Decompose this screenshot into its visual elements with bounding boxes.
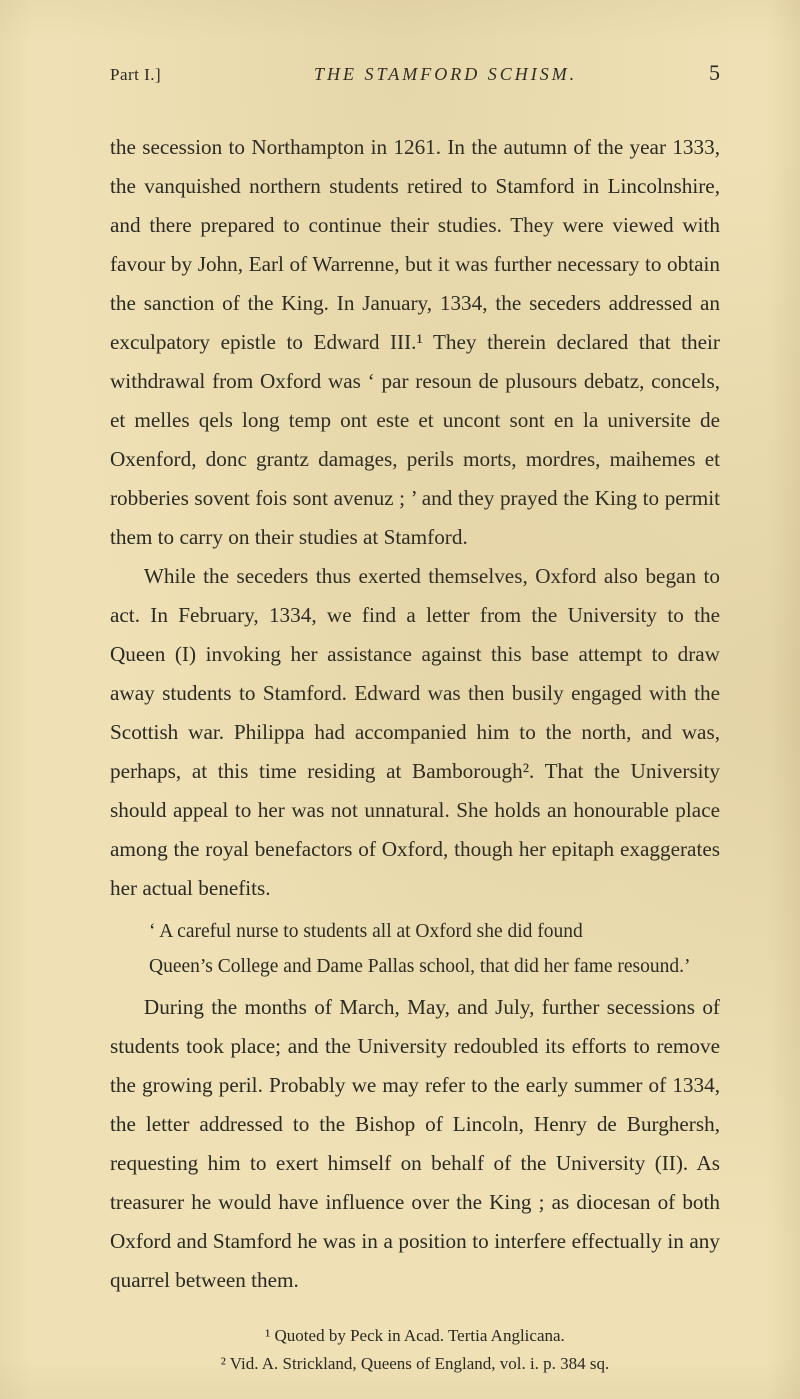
page: Part I.] THE STAMFORD SCHISM. 5 the sece… (0, 0, 800, 1399)
paragraph-1: the secession to Northampton in 1261. In… (110, 128, 720, 557)
paragraph-2: While the seceders thus exerted themselv… (110, 557, 720, 908)
page-number: 5 (700, 60, 720, 86)
footnotes: ¹ Quoted by Peck in Acad. Tertia Anglica… (110, 1322, 720, 1378)
quote-line-2: Queen’s College and Dame Pallas school, … (110, 949, 720, 984)
verse-quote: ‘ A careful nurse to students all at Oxf… (110, 914, 720, 984)
footnote-1: ¹ Quoted by Peck in Acad. Tertia Anglica… (110, 1322, 720, 1350)
running-head-center: THE STAMFORD SCHISM. (191, 64, 700, 85)
footnote-2: ² Vid. A. Strickland, Queens of England,… (110, 1350, 720, 1378)
quote-line-1: ‘ A careful nurse to students all at Oxf… (110, 914, 720, 949)
running-head: Part I.] THE STAMFORD SCHISM. 5 (110, 60, 720, 86)
paragraph-3: During the months of March, May, and Jul… (110, 988, 720, 1300)
body-text: the secession to Northampton in 1261. In… (110, 128, 720, 1300)
running-head-left: Part I.] (110, 65, 161, 85)
